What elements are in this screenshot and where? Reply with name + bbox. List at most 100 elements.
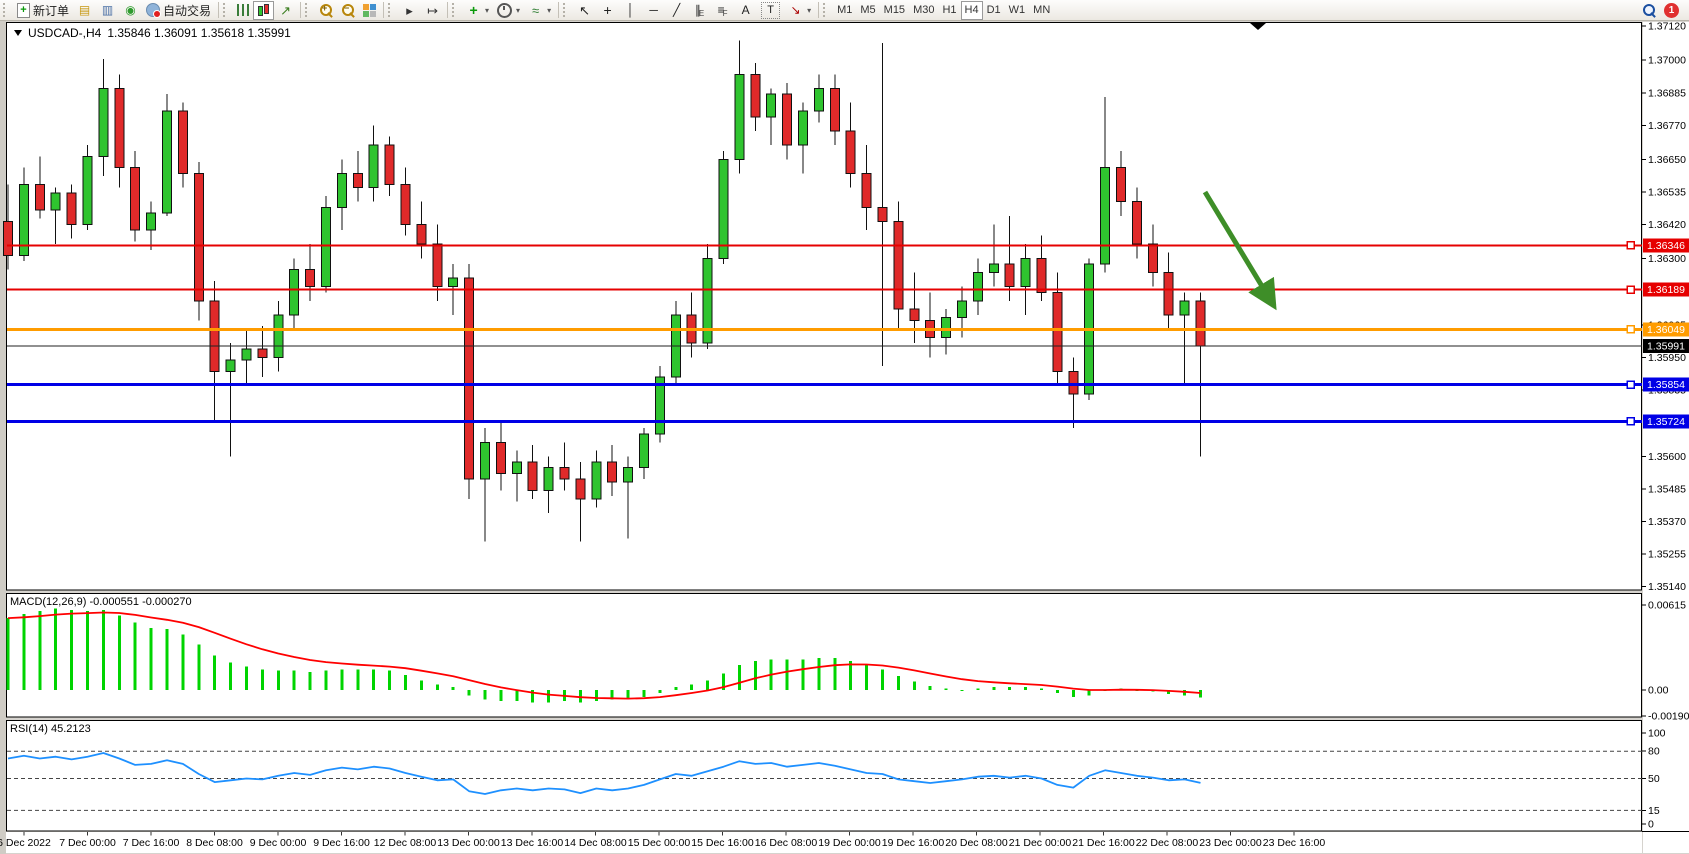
timeframe-w1[interactable]: W1	[1005, 1, 1030, 20]
search-icon[interactable]	[1642, 3, 1656, 17]
auto-scroll-button[interactable]: ▸	[398, 1, 421, 20]
candlestick-button[interactable]	[253, 0, 275, 20]
macd-histogram-bar	[642, 690, 646, 697]
toolbar-grip	[305, 3, 312, 17]
bar-chart-button[interactable]	[233, 1, 253, 20]
candle-up	[480, 441, 490, 480]
candle-down	[1004, 263, 1015, 288]
macd-histogram-bar	[483, 690, 487, 700]
toolbar-separator	[300, 2, 302, 18]
macd-histogram-bar	[404, 674, 407, 690]
periods-button[interactable]: ▾	[493, 1, 524, 20]
macd-histogram-bar	[165, 629, 169, 690]
tile-windows-icon	[363, 3, 377, 17]
navigator-icon: ◉	[125, 3, 136, 17]
zoom-out-button[interactable]: −	[337, 1, 359, 20]
line-handle[interactable]	[1626, 380, 1635, 389]
arrows-button[interactable]: ↘ ▾	[784, 1, 815, 20]
price-tick-label: 1.36300	[1648, 253, 1686, 265]
line-handle[interactable]	[1626, 241, 1635, 250]
line-handle[interactable]	[1626, 325, 1635, 334]
macd-histogram-bar	[388, 670, 392, 690]
candle-up	[289, 269, 300, 316]
macd-histogram-bar	[1199, 690, 1202, 698]
autotrading-icon	[146, 3, 162, 18]
candle-down	[861, 172, 872, 208]
candle-up	[321, 206, 331, 288]
price-tag-box	[1643, 338, 1689, 353]
line-chart-button[interactable]: ↗	[274, 1, 297, 20]
macd-histogram-bar	[1055, 690, 1059, 693]
new-order-button[interactable]: + 新订单	[13, 1, 73, 20]
macd-histogram-bar	[722, 673, 725, 690]
chart-shift-marker[interactable]	[1250, 23, 1266, 30]
data-window-button[interactable]: ▥	[96, 1, 119, 20]
add-indicator-button[interactable]: + ▾	[462, 1, 493, 20]
macd-histogram-bar	[817, 658, 821, 690]
cursor-button[interactable]: ↖	[573, 1, 596, 20]
timeframe-mn[interactable]: MN	[1029, 1, 1054, 20]
macd-histogram-bar	[785, 659, 789, 690]
objects-collapse-icon[interactable]	[14, 30, 22, 36]
horizontal-line-button[interactable]: ─	[642, 1, 665, 20]
candle-up	[957, 300, 967, 319]
timeframe-h4[interactable]: H4	[960, 0, 983, 20]
zoom-in-button[interactable]: +	[315, 1, 337, 20]
price-tick-label: 1.37120	[1648, 21, 1686, 33]
timeframe-d1[interactable]: D1	[983, 1, 1005, 20]
price-tag-box	[1643, 282, 1689, 297]
macd-histogram-bar	[881, 669, 884, 690]
candle-down	[66, 192, 77, 225]
trendline-button[interactable]: ╱	[665, 1, 688, 20]
equidistant-channel-button[interactable]: ∥ E	[688, 1, 711, 20]
candle-up	[1100, 167, 1111, 265]
tile-windows-button[interactable]	[359, 1, 380, 20]
timeframe-m1[interactable]: M1	[833, 1, 856, 20]
timeframe-m5[interactable]: M5	[856, 1, 879, 20]
macd-layer: 0.00615 0.00 -0.001906	[6, 599, 1689, 723]
macd-histogram-bar	[38, 611, 42, 690]
trend-arrow-annotation[interactable]	[1202, 190, 1277, 311]
fibonacci-icon: ≡ F	[717, 3, 728, 18]
fibonacci-button[interactable]: ≡ F	[711, 1, 734, 20]
candle-down	[559, 467, 570, 480]
market-watch-button[interactable]: ▤	[73, 1, 96, 20]
macd-histogram-bar	[1183, 690, 1187, 696]
macd-tick-label: 0.00615	[1648, 599, 1686, 611]
navigator-button[interactable]: ◉	[119, 1, 142, 20]
price-tag-label: 1.35724	[1647, 416, 1685, 428]
crosshair-button[interactable]: +	[596, 1, 619, 20]
chart-shift-button[interactable]: ↦	[421, 1, 444, 20]
macd-histogram-bar	[912, 681, 916, 690]
notification-icon[interactable]: 1	[1664, 2, 1679, 18]
arrows-icon: ↘	[790, 3, 801, 17]
macd-histogram-bar	[149, 627, 153, 690]
templates-button[interactable]: ≈ ▾	[524, 1, 555, 20]
candle-down	[464, 277, 475, 480]
timeframe-m30[interactable]: M30	[909, 1, 938, 20]
line-handle[interactable]	[1626, 285, 1635, 294]
timeframe-m15[interactable]: M15	[880, 1, 909, 20]
price-tag-label: 1.35854	[1647, 379, 1685, 391]
macd-histogram-bar	[499, 690, 503, 702]
autotrading-button[interactable]: 自动交易	[142, 1, 215, 20]
text-button[interactable]: A	[734, 1, 757, 20]
macd-histogram-bar	[435, 684, 439, 690]
candle-down	[114, 88, 125, 169]
add-indicator-icon: +	[469, 2, 478, 18]
text-label-button[interactable]: T	[757, 1, 784, 20]
price-tick-label: 1.35370	[1648, 516, 1686, 528]
macd-histogram-bar	[531, 690, 535, 703]
rsi-tick-label: 50	[1648, 773, 1660, 785]
line-chart-icon: ↗	[280, 2, 291, 18]
timeframe-h1[interactable]: H1	[938, 1, 960, 20]
candle-up	[368, 144, 379, 189]
vertical-line-button[interactable]: │	[619, 1, 642, 20]
toolbar-separator	[558, 2, 560, 18]
rsi-tick-label: 100	[1648, 728, 1666, 740]
time-tick-label: 21 Dec 16:00	[1072, 837, 1135, 849]
macd-histogram-bar	[451, 687, 455, 690]
line-handle[interactable]	[1626, 417, 1635, 426]
toolbar-separator	[447, 2, 449, 18]
